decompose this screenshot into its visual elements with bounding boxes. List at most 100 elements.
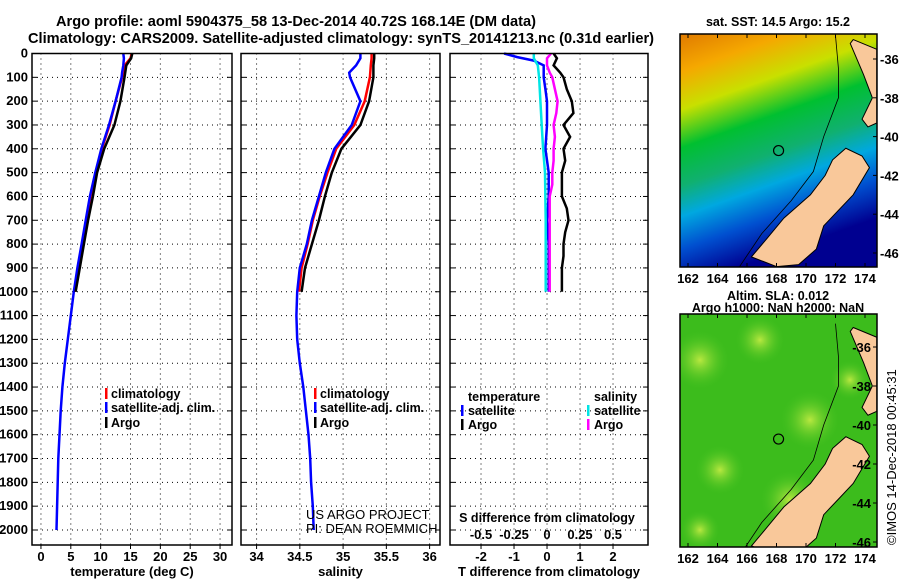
y-tick-label: 1700 [0,451,28,466]
series-line-salinity-argo [545,52,559,292]
legend-label: Argo [468,418,498,432]
legend-swatch [314,417,317,428]
y-tick-label: 700 [6,212,28,227]
x-tick-label: 36 [422,549,436,564]
legend-swatch [461,405,464,416]
map-lat-label: -44 [880,207,900,222]
y-tick-label: 1400 [0,379,28,394]
sla-anomaly-blob [680,510,720,547]
map-lat-label: -44 [852,496,872,511]
y-tick-label: 1200 [0,331,28,346]
map-lon-label: 174 [854,271,876,286]
series-line-argo [300,53,376,292]
credit-text: ©IMOS 14-Dec-2018 00:45:31 [884,369,899,545]
x-tick-label: 10 [93,549,107,564]
legend-swatch [105,417,108,428]
pi-credit: PI: DEAN ROEMMICH [306,521,437,536]
map-frame [679,33,878,268]
land-south-island [750,436,871,547]
x-tick-label: 34.5 [287,549,312,564]
x-tick-label: 0 [37,549,44,564]
map-lat-label: -42 [880,168,899,183]
legend-label: Argo [594,418,624,432]
legend-label: Argo [111,416,141,430]
map-lat-label: -38 [880,91,899,106]
series-line-temperature-satellite [503,52,550,292]
map-lon-label: 172 [825,551,847,566]
legend-group-title: salinity [594,390,637,404]
map-sla: 162 164 166 168 170 172 174 -36 -38 -40 -42 -44 -46 A… [677,289,878,566]
y-tick-label: 1600 [0,427,28,442]
y-tick-label: 300 [6,117,28,132]
y-tick-label: 1800 [0,474,28,489]
y-tick-label: 500 [6,165,28,180]
x-tick-label: 5 [67,549,74,564]
sla-anomaly-blob [680,330,730,390]
map-frame [679,313,878,548]
map-lat-label: -42 [852,457,871,472]
panel-temperature: 0 5 10 15 20 25 300100200300400500600700800900… [0,46,233,579]
map-lon-label: 174 [854,551,876,566]
map-lon-label: 162 [677,551,699,566]
map-lat-label: -40 [880,130,899,145]
series-line-satellite-adj-clim- [55,53,126,531]
plot-frame [240,52,441,546]
y-tick-label: 800 [6,236,28,251]
y-tick-label: 900 [6,260,28,275]
sla-anomaly-blob [830,360,870,400]
s-tick-label: 0.5 [604,527,622,542]
x-tick-label: 2 [609,549,616,564]
panel-difference: -2 -1 0 1 2T difference from climatology -0.5… [449,52,649,579]
map-title-line-1: Altim. SLA: 0.012 [727,289,829,303]
legend-label: satellite [594,404,641,418]
map-lon-label: 172 [825,271,847,286]
x-tick-label: 34 [249,549,264,564]
project-credit: US ARGO PROJECT [306,507,430,522]
y-tick-label: 200 [6,93,28,108]
map-lon-label: 168 [766,551,788,566]
series-line-climatology [297,53,373,292]
x-tick-label: -1 [508,549,520,564]
legend-swatch [314,402,317,413]
map-lon-label: 166 [736,271,758,286]
map-lon-label: 170 [795,551,817,566]
x-axis-label: T difference from climatology [458,564,641,579]
legend-label: satellite-adj. clim. [111,401,215,415]
map-lon-label: 166 [736,551,758,566]
y-tick-label: 1300 [0,355,28,370]
x-axis-label: temperature (deg C) [70,564,194,579]
panel-salinity: 34 34.5 35 35.5 36 salinity climatologysatelli… [240,52,441,579]
legend-label: Argo [320,416,350,430]
legend-swatch [105,388,108,399]
map-lat-label: -46 [880,246,899,261]
map-lon-label: 168 [766,271,788,286]
argo-position-marker [772,433,785,445]
sla-anomaly-blob [735,315,785,365]
map-lat-label: -38 [852,379,871,394]
s-tick-label: -0.5 [470,527,492,542]
y-tick-label: 400 [6,141,28,156]
bathymetry-contour [744,323,839,547]
title-line-2: Climatology: CARS2009. Satellite-adjuste… [28,30,654,47]
legend-label: satellite-adj. clim. [320,401,424,415]
legend-label: climatology [111,387,181,401]
s-tick-label: 0.25 [567,527,592,542]
series-line-salinity-satellite [532,53,547,292]
map-lon-label: 170 [795,271,817,286]
bathymetry-contour [739,35,839,267]
x-tick-label: 0 [543,549,550,564]
y-tick-label: 0 [21,46,28,61]
title-line-1: Argo profile: aoml 5904375_58 13-Dec-201… [56,13,536,30]
argo-position-marker [772,144,785,157]
s-tick-label: -0.25 [499,527,529,542]
map-lat-label: -36 [852,340,871,355]
x-axis-label: salinity [318,564,364,579]
y-tick-label: 600 [6,188,28,203]
y-tick-label: 1900 [0,498,28,513]
map-lon-label: 164 [707,551,729,566]
map-sst: 162 164 166 168 170 172 174 -36 -38 -40 -42 -44 -46 s… [677,15,899,286]
sla-anomaly-blob [780,390,840,450]
land-south-island [750,147,871,267]
legend-swatch [587,405,590,416]
map-lat-label: -36 [880,52,899,67]
